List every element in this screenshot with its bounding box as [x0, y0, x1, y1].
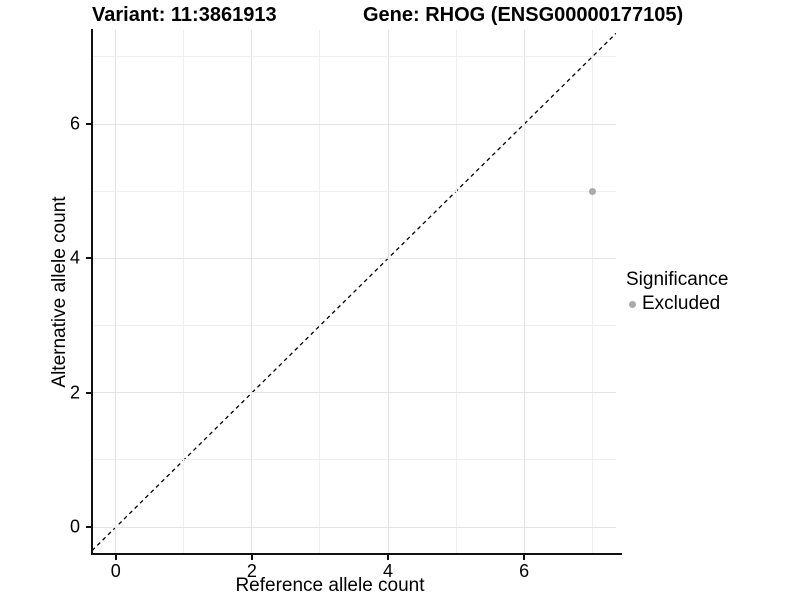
- gridline-vertical: [319, 30, 321, 554]
- data-point-excluded: [588, 187, 596, 195]
- identity-line-layer: [92, 32, 616, 552]
- x-tick-label: 0: [110, 561, 121, 581]
- gridline-horizontal: [92, 190, 616, 192]
- gridline-horizontal: [92, 56, 616, 58]
- y-axis-title: Alternative allele count: [49, 196, 70, 388]
- variant-title: Variant: 11:3861913: [92, 4, 277, 26]
- gridline-horizontal: [92, 392, 616, 394]
- legend-item-excluded: Excluded: [626, 293, 728, 315]
- y-tick-label: 6: [69, 113, 80, 134]
- legend-title: Significance: [626, 269, 729, 290]
- gridline-horizontal: [92, 123, 616, 125]
- gridline-vertical: [387, 30, 389, 554]
- x-tick: [114, 555, 117, 560]
- x-tick-label: 6: [519, 561, 530, 581]
- y-tick-label: 4: [69, 247, 80, 268]
- y-tick: [86, 391, 91, 394]
- legend: Significance Excluded: [626, 269, 728, 315]
- plot-panel: [92, 30, 616, 554]
- gridline-horizontal: [92, 459, 616, 461]
- gridline-vertical: [251, 30, 253, 554]
- x-tick-label: 2: [246, 561, 257, 581]
- y-tick-label: 2: [69, 382, 80, 403]
- legend-item-label: Excluded: [642, 293, 721, 314]
- x-tick-label: 4: [383, 561, 394, 581]
- gene-title: Gene: RHOG (ENSG00000177105): [363, 4, 684, 26]
- y-axis-line: [91, 29, 93, 555]
- x-tick: [523, 555, 526, 560]
- x-axis-title: Reference allele count: [235, 575, 425, 596]
- y-tick-label: 0: [69, 516, 80, 537]
- gridline-vertical: [591, 30, 593, 554]
- x-axis-line: [91, 553, 622, 555]
- gridline-horizontal: [92, 526, 616, 528]
- y-tick: [86, 257, 91, 260]
- y-tick: [86, 526, 91, 529]
- gridline-vertical: [523, 30, 525, 554]
- gridline-vertical: [115, 30, 117, 554]
- legend-marker-dot: [629, 300, 636, 308]
- y-tick: [86, 123, 91, 126]
- x-tick: [250, 555, 253, 560]
- gridline-vertical: [183, 30, 185, 554]
- gridline-horizontal: [92, 325, 616, 327]
- x-tick: [387, 555, 390, 560]
- identity-dashed-line: [92, 32, 616, 552]
- gridline-horizontal: [92, 257, 616, 259]
- gridline-vertical: [455, 30, 457, 554]
